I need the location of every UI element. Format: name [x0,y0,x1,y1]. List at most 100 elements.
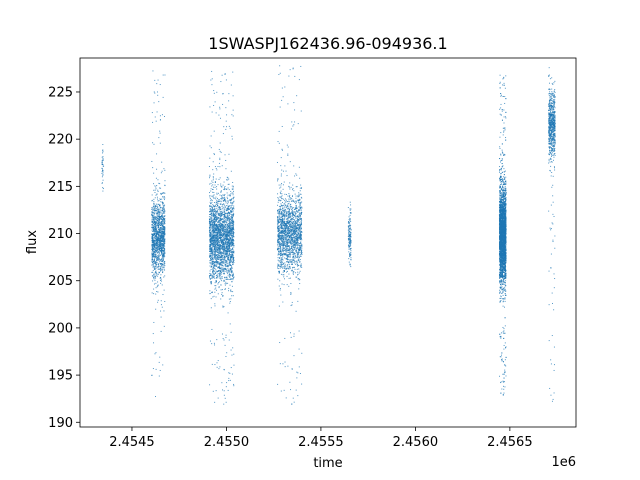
data-point [225,253,227,255]
data-point [214,241,216,243]
data-point [153,246,155,248]
data-point [160,214,162,216]
data-point [222,241,224,243]
data-point [219,199,221,201]
data-point [158,220,160,222]
data-point [209,245,211,247]
data-point [212,205,214,207]
data-point [156,214,158,216]
data-point [214,288,216,290]
data-point [154,206,156,208]
data-point [225,217,227,219]
data-point [163,235,165,237]
data-point [163,289,165,291]
data-point [219,166,221,168]
data-point [228,258,230,260]
data-point [212,161,214,163]
data-point [208,216,210,218]
data-point [279,230,281,232]
data-point [213,220,215,222]
data-point [213,251,215,253]
data-point [159,229,161,231]
data-point [158,263,159,265]
data-point [223,213,225,215]
data-point [279,106,281,108]
data-point [209,250,211,252]
data-point [210,277,212,279]
data-point [154,248,156,250]
data-point [159,235,161,237]
data-point [210,307,212,309]
data-point [158,271,160,273]
data-point [158,235,160,237]
data-point [231,198,233,200]
data-point [151,214,153,216]
data-point [299,261,301,263]
data-point [157,275,159,277]
data-point [155,247,157,249]
data-point [221,292,223,294]
data-point [212,296,214,298]
data-point [157,217,159,219]
data-point [163,226,165,228]
data-point [152,275,154,277]
data-point [232,192,234,194]
data-point [218,223,220,225]
data-point [221,228,223,230]
data-point [223,233,225,235]
data-point [153,244,154,246]
data-point [215,237,217,239]
data-point [231,261,233,263]
data-point [231,276,233,278]
data-point [155,208,157,210]
data-cluster [151,70,166,398]
data-point [220,263,222,265]
data-point [152,236,154,238]
data-point [219,222,221,224]
data-point [211,219,213,221]
data-point [209,106,211,108]
data-point [163,196,165,198]
data-point [209,260,211,262]
data-point [224,154,226,156]
data-point [277,227,279,229]
data-point [151,251,153,253]
data-cluster [208,70,235,405]
data-point [229,199,231,200]
data-point [228,290,230,292]
data-point [221,214,223,216]
data-point [293,235,295,237]
data-point [225,254,227,256]
data-point [155,230,157,232]
data-point [216,243,218,245]
data-point [288,211,290,213]
data-point [228,208,230,210]
data-point [155,261,157,263]
data-point [217,235,219,237]
data-point [230,275,232,277]
data-point [225,240,227,242]
data-point [161,231,163,233]
data-point [219,150,221,152]
data-point [155,263,157,265]
data-point [288,208,290,210]
data-point [161,239,163,241]
data-point [226,196,228,198]
data-point [225,107,227,109]
data-point [159,234,161,236]
data-point [216,362,218,364]
data-point [212,277,214,279]
data-point [210,268,212,270]
data-point [292,188,294,190]
data-point [158,210,159,212]
data-point [224,397,226,399]
data-point [212,226,214,228]
data-point [162,196,164,198]
data-point [209,384,211,386]
data-point [232,221,234,223]
data-point [216,232,218,234]
data-point [287,227,289,229]
data-point [224,283,226,285]
data-point [152,240,154,242]
data-point [277,198,279,200]
